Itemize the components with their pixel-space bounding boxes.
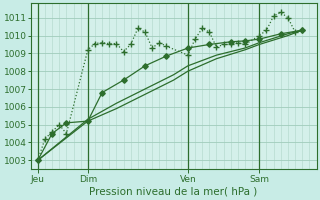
X-axis label: Pression niveau de la mer( hPa ): Pression niveau de la mer( hPa ): [90, 187, 258, 197]
